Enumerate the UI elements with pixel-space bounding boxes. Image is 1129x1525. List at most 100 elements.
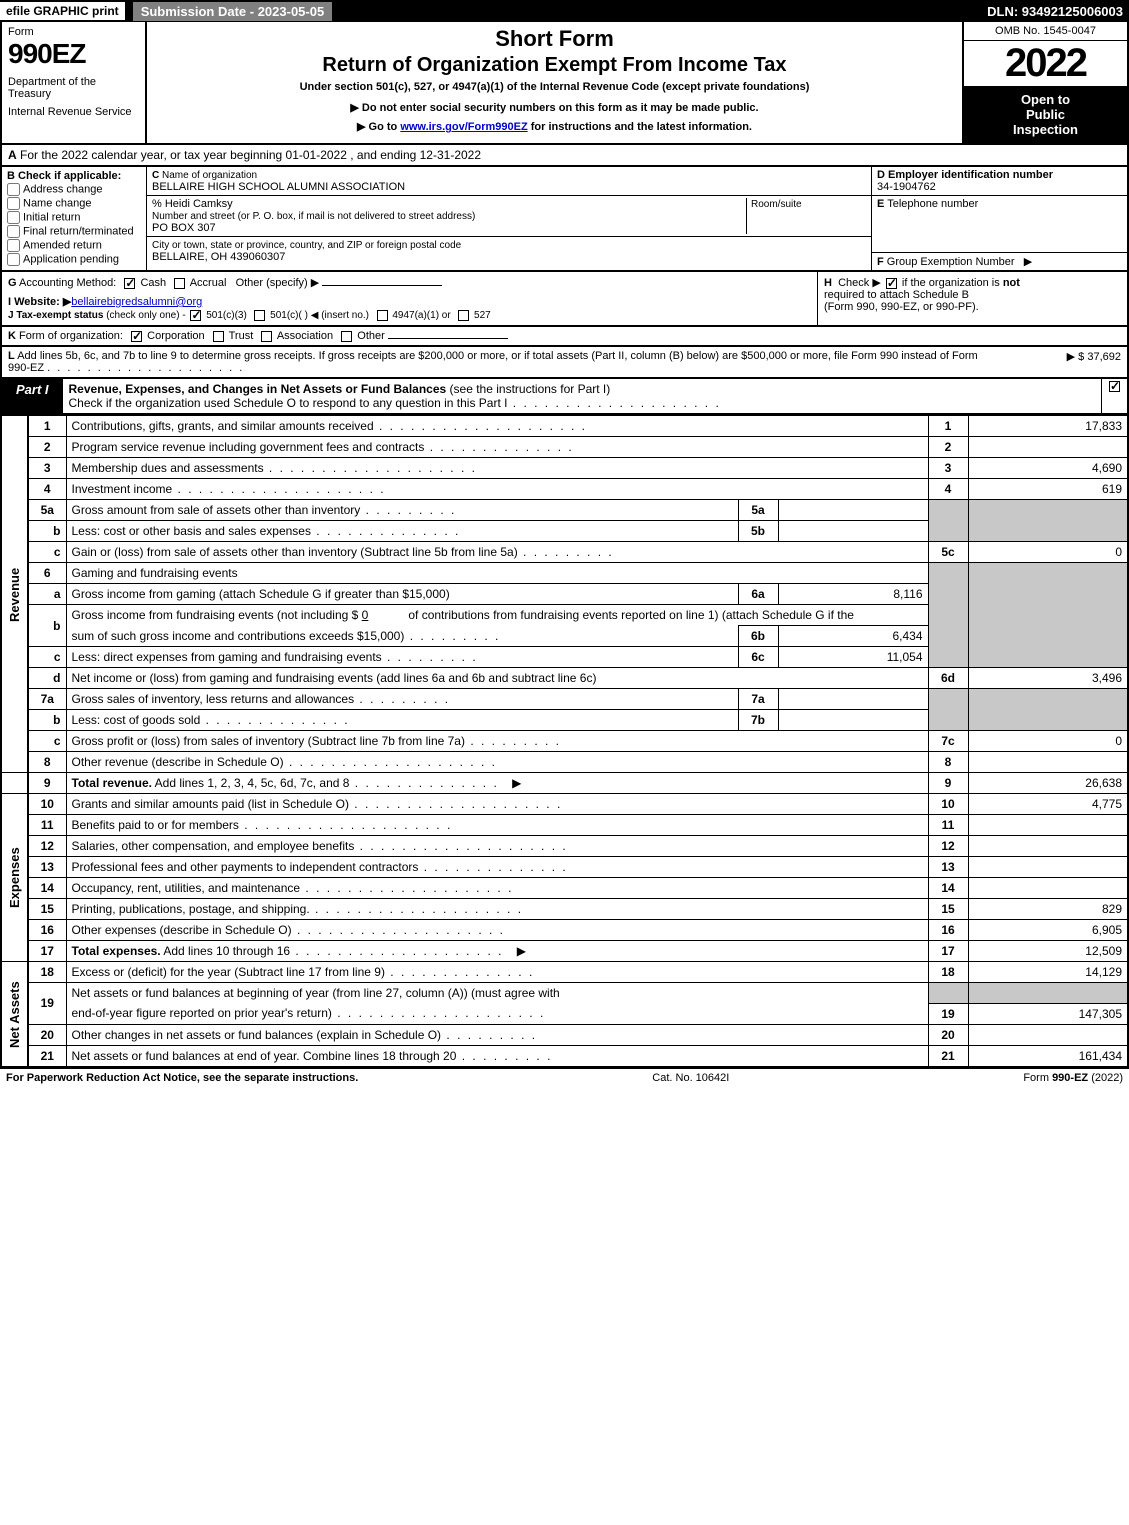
line-7c: c Gross profit or (loss) from sales of i… [1, 731, 1128, 752]
ln8-rn: 8 [928, 752, 968, 773]
dots-icon [374, 419, 587, 433]
form-number: 990EZ [8, 38, 139, 70]
chk-schedb-icon[interactable] [886, 278, 897, 289]
ln16-rn: 16 [928, 920, 968, 941]
section-e: E Telephone number [872, 196, 1127, 253]
ln12-amt [968, 836, 1128, 857]
chk-cash-icon[interactable] [124, 278, 135, 289]
section-g: G Accounting Method: Cash Accrual Other … [8, 276, 811, 289]
chk-final-return[interactable]: Final return/terminated [7, 225, 141, 238]
ln16-amt: 6,905 [968, 920, 1128, 941]
ln11-desc: Benefits paid to or for members [72, 818, 239, 832]
dots-icon [424, 440, 573, 454]
footer-right-bold: 990-EZ [1052, 1072, 1088, 1084]
h-not: not [1003, 277, 1020, 289]
chk-initial-return[interactable]: Initial return [7, 211, 141, 224]
ln8-amt [968, 752, 1128, 773]
dots-icon [507, 396, 720, 410]
efile-print-label[interactable]: efile GRAPHIC print [0, 2, 125, 20]
gray-cell [968, 689, 1128, 731]
dots-icon [465, 734, 561, 748]
section-gij: G Accounting Method: Cash Accrual Other … [2, 272, 817, 325]
chk-trust-icon[interactable] [213, 331, 224, 342]
dots-icon [310, 902, 523, 916]
gross-receipts: ▶ $ 37,692 [981, 350, 1121, 374]
ln6d-amt: 3,496 [968, 668, 1128, 689]
chk-other-org-icon[interactable] [341, 331, 352, 342]
ln2-amt [968, 437, 1128, 458]
part1-title-cell: Revenue, Expenses, and Changes in Net As… [63, 379, 1101, 413]
chk-4947-icon[interactable] [377, 310, 388, 321]
ln6a-desc: Gross income from gaming (attach Schedul… [72, 587, 450, 601]
ln5c-amt: 0 [968, 542, 1128, 563]
o4947: 4947(a)(1) or [392, 310, 450, 321]
chk-amended-return[interactable]: Amended return [7, 239, 141, 252]
col-def: D Employer identification number 34-1904… [872, 167, 1127, 270]
other-field[interactable] [322, 285, 442, 286]
ln11-num: 11 [28, 815, 66, 836]
part1-title: Revenue, Expenses, and Changes in Net As… [69, 382, 447, 396]
dots-icon [292, 923, 505, 937]
ssn-note: ▶ Do not enter social security numbers o… [155, 101, 954, 114]
chk-527-icon[interactable] [458, 310, 469, 321]
ln18-rn: 18 [928, 962, 968, 983]
open-public-badge: Open to Public Inspection [964, 86, 1127, 143]
irs-link[interactable]: www.irs.gov/Form990EZ [400, 121, 527, 133]
ein-value: 34-1904762 [877, 181, 936, 193]
chk-corporation-icon[interactable] [131, 331, 142, 342]
section-k: K Form of organization: Corporation Trus… [0, 327, 1129, 347]
dots-icon [354, 692, 450, 706]
ln2-desc: Program service revenue including govern… [72, 440, 425, 454]
ln1-rn: 1 [928, 416, 968, 437]
gray-cell [928, 563, 968, 668]
row-ghij: G Accounting Method: Cash Accrual Other … [0, 272, 1129, 327]
dots-icon [239, 818, 452, 832]
label-k: K [8, 330, 16, 342]
dots-icon [404, 629, 500, 643]
ln7c-rn: 7c [928, 731, 968, 752]
ln21-amt: 161,434 [968, 1045, 1128, 1067]
other-org-field[interactable] [388, 338, 508, 339]
chk-application-pending[interactable]: Application pending [7, 253, 141, 266]
part1-checkbox[interactable] [1101, 379, 1127, 413]
ln14-desc: Occupancy, rent, utilities, and maintena… [72, 881, 301, 895]
chk-association-icon[interactable] [261, 331, 272, 342]
ln19-rn: 19 [928, 1003, 968, 1024]
label-e: E [877, 198, 884, 210]
gray-cell [928, 983, 968, 1004]
chk-address-change[interactable]: Address change [7, 183, 141, 196]
chk-parti-icon [1109, 381, 1120, 392]
telephone-label: Telephone number [887, 198, 978, 210]
chk-501c-icon[interactable] [254, 310, 265, 321]
open-line3: Inspection [968, 122, 1123, 137]
ln6a-sv: 8,116 [778, 584, 928, 605]
top-bar: efile GRAPHIC print Submission Date - 20… [0, 0, 1129, 22]
ln3-amt: 4,690 [968, 458, 1128, 479]
ln14-num: 14 [28, 878, 66, 899]
taxexempt-note: (check only one) - [106, 310, 185, 321]
o527: 527 [474, 310, 491, 321]
ln5c-desc: Gain or (loss) from sale of assets other… [72, 545, 518, 559]
ln5a-desc: Gross amount from sale of assets other t… [72, 503, 361, 517]
trust-label: Trust [229, 330, 254, 342]
ln6c-sv: 11,054 [778, 647, 928, 668]
care-of: % Heidi Camksy [152, 198, 233, 210]
ln17-rn: 17 [928, 941, 968, 962]
ln19-desc: Net assets or fund balances at beginning… [72, 986, 560, 1000]
h-text3: required to attach Schedule B [824, 289, 969, 301]
line-5c: c Gain or (loss) from sale of assets oth… [1, 542, 1128, 563]
ln6b-sv: 6,434 [778, 626, 928, 647]
ln6b-desc2: sum of such gross income and contributio… [72, 629, 405, 643]
chk-name-change[interactable]: Name change [7, 197, 141, 210]
part1-table: Revenue 1 Contributions, gifts, grants, … [0, 415, 1129, 1068]
ln10-desc: Grants and similar amounts paid (list in… [72, 797, 349, 811]
ln14-rn: 14 [928, 878, 968, 899]
line-12: 12 Salaries, other compensation, and emp… [1, 836, 1128, 857]
website-link[interactable]: bellairebigredsalumni@org [71, 296, 202, 308]
chk-accrual-icon[interactable] [174, 278, 185, 289]
chk-501c3-icon[interactable] [190, 310, 201, 321]
label-b: B [7, 170, 15, 182]
section-c: C Name of organization BELLAIRE HIGH SCH… [147, 167, 872, 270]
org-name: BELLAIRE HIGH SCHOOL ALUMNI ASSOCIATION [152, 181, 405, 193]
ln9-num: 9 [28, 773, 66, 794]
